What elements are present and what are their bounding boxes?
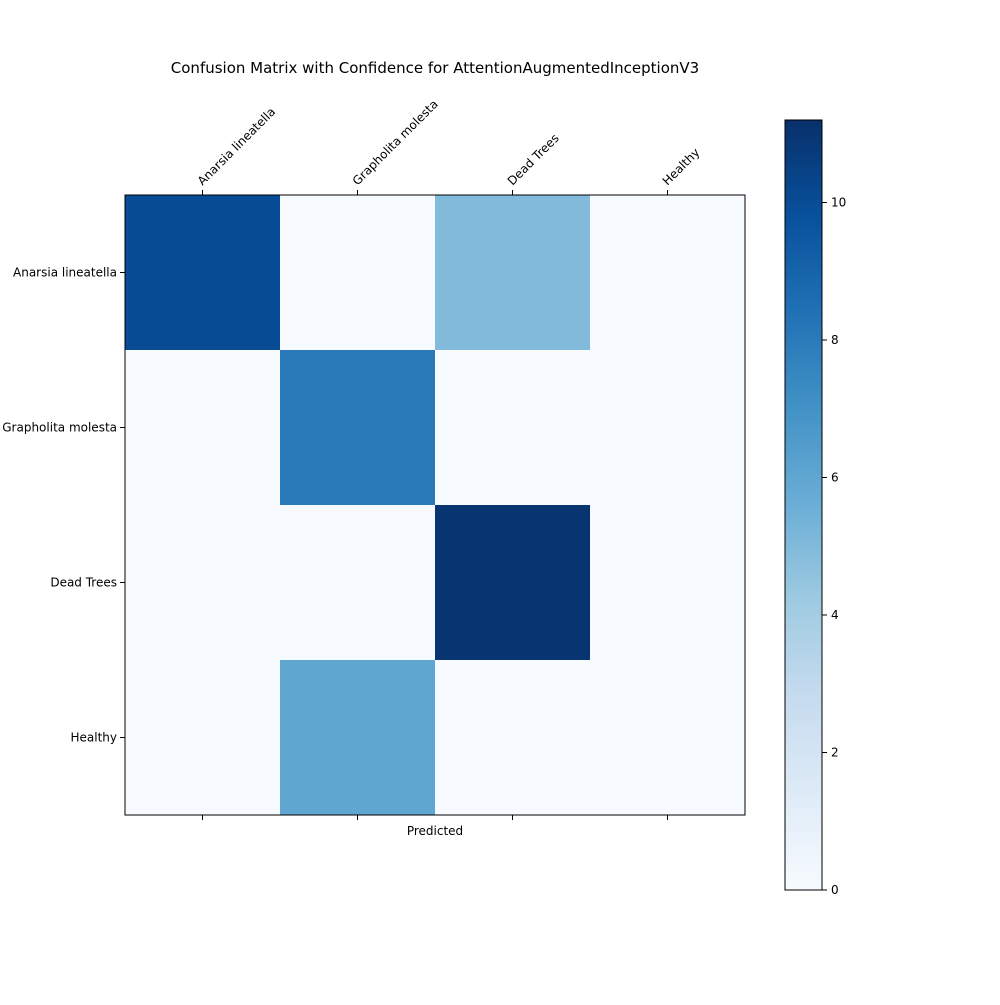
heatmap-cell [590,195,746,351]
heatmap-cell [125,195,281,351]
colorbar-tick-label: 4 [831,608,839,622]
y-tick-label: Dead Trees [50,576,117,590]
x-tick-label: Dead Trees [505,131,562,188]
heatmap-cell [125,505,281,661]
heatmap-cell [435,350,591,506]
colorbar-tick-label: 6 [831,471,839,485]
colorbar-ticks: 0 2 4 6 8 10 [822,196,846,897]
heatmap-cell [280,195,436,351]
heatmap-cell [590,660,746,816]
heatmap-cells [125,195,746,816]
colorbar [784,119,823,891]
y-axis-ticks: Anarsia lineatella Grapholita molesta Dead… [2,266,125,745]
x-tick-label: Healthy [660,145,703,188]
heatmap-cell [280,350,436,506]
heatmap-cell [280,505,436,661]
x-axis-label: Predicted [407,824,463,838]
colorbar-tick-label: 2 [831,746,839,760]
y-tick-label: Grapholita molesta [2,421,117,435]
heatmap-cell [280,660,436,816]
x-tick-label: Grapholita molesta [350,97,441,188]
heatmap-cell [590,505,746,661]
colorbar-tick-label: 8 [831,333,839,347]
heatmap-cell [125,660,281,816]
y-tick-label: Anarsia lineatella [13,266,117,280]
heatmap-cell [590,350,746,506]
colorbar-tick-label: 0 [831,883,839,897]
heatmap-cell [125,350,281,506]
chart-title: Confusion Matrix with Confidence for Att… [171,59,699,77]
heatmap-cell [435,505,591,661]
y-tick-label: Healthy [70,731,117,745]
heatmap-cell [435,195,591,351]
plot-frame [124,194,746,816]
colorbar-tick-label: 10 [831,196,846,210]
heatmap-cell [435,660,591,816]
x-tick-label: Anarsia lineatella [195,105,278,188]
